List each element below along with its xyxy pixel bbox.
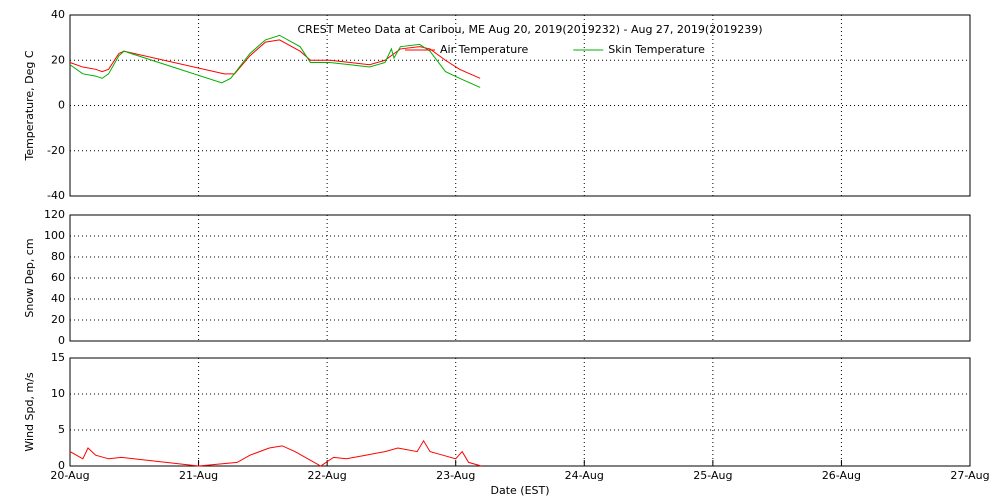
y-tick-label: 10 [51,387,65,400]
y-tick-label: 40 [51,8,65,21]
y-tick-label: 0 [58,334,65,347]
x-tick-label: 27-Aug [950,469,989,482]
y-tick-label: 100 [44,229,65,242]
legend-label: Air Temperature [440,43,529,56]
y-tick-label: -40 [47,189,65,202]
y-tick-label: 5 [58,423,65,436]
chart-title: CREST Meteo Data at Caribou, ME Aug 20, … [298,23,763,36]
x-axis-label: Date (EST) [490,484,549,497]
y-tick-label: 0 [58,99,65,112]
y-axis-label: Wind Spd, m/s [23,372,36,452]
y-tick-label: 80 [51,250,65,263]
y-axis-label: Temperature, Deg C [23,50,36,161]
x-tick-label: 23-Aug [436,469,475,482]
y-tick-label: 20 [51,313,65,326]
y-tick-label: 120 [44,208,65,221]
x-tick-label: 25-Aug [693,469,732,482]
data-line [69,439,482,467]
plot-frame [69,357,971,467]
y-axis-label: Snow Dep, cm [23,238,36,317]
y-tick-label: -20 [47,144,65,157]
x-tick-label: 21-Aug [179,469,218,482]
x-tick-label: 24-Aug [565,469,604,482]
y-tick-label: 60 [51,271,65,284]
x-tick-label: 22-Aug [308,469,347,482]
x-tick-label: 20-Aug [50,469,89,482]
x-tick-label: 26-Aug [822,469,861,482]
data-line [69,39,481,79]
y-tick-label: 15 [51,351,65,364]
y-tick-label: 20 [51,53,65,66]
y-tick-label: 40 [51,292,65,305]
y-tick-label: 0 [58,459,65,472]
legend-label: Skin Temperature [608,43,705,56]
data-line [69,34,481,88]
